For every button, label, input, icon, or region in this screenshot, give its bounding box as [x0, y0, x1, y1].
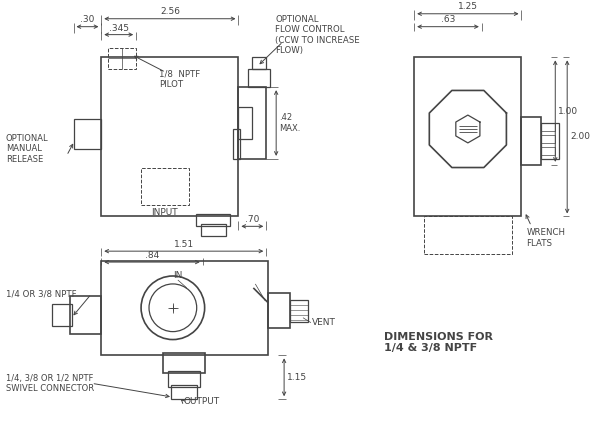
Bar — [424, 216, 512, 254]
Text: .63: .63 — [441, 15, 455, 24]
Text: 1.51: 1.51 — [174, 240, 194, 249]
Text: INPUT: INPUT — [152, 208, 178, 217]
Bar — [414, 57, 521, 216]
Bar — [253, 57, 266, 69]
Text: VENT: VENT — [312, 318, 336, 327]
Bar — [74, 119, 101, 149]
Bar — [108, 48, 136, 69]
Bar — [290, 300, 308, 322]
Bar — [168, 371, 200, 387]
Text: 1/4 OR 3/8 NPTF: 1/4 OR 3/8 NPTF — [6, 289, 77, 298]
Text: OUTPUT: OUTPUT — [184, 397, 220, 406]
Text: 1/8  NPTF
PILOT: 1/8 NPTF PILOT — [159, 70, 200, 89]
Text: 2.56: 2.56 — [160, 7, 180, 16]
Bar — [248, 69, 270, 87]
Text: .345: .345 — [109, 24, 129, 32]
Bar — [238, 107, 253, 139]
Text: DIMENSIONS FOR
1/4 & 3/8 NPTF: DIMENSIONS FOR 1/4 & 3/8 NPTF — [385, 332, 493, 353]
Bar — [101, 57, 238, 216]
Text: .84: .84 — [145, 251, 159, 260]
Bar — [521, 117, 541, 165]
Text: .42
MAX.: .42 MAX. — [279, 114, 301, 133]
Bar — [52, 304, 71, 326]
Bar — [200, 225, 226, 236]
Text: .30: .30 — [80, 15, 95, 24]
Bar — [268, 293, 290, 327]
Text: OPTIONAL
MANUAL
RELEASE: OPTIONAL MANUAL RELEASE — [6, 134, 49, 164]
Text: 1.00: 1.00 — [558, 107, 578, 116]
Text: .70: .70 — [245, 215, 260, 225]
Bar — [163, 354, 205, 373]
Bar — [196, 214, 230, 226]
Bar — [101, 261, 268, 355]
Bar — [541, 123, 559, 159]
Text: 1.15: 1.15 — [287, 373, 307, 382]
Bar — [141, 168, 189, 206]
Text: 2.00: 2.00 — [570, 133, 590, 141]
Bar — [541, 135, 555, 143]
Text: 1/4, 3/8 OR 1/2 NPTF
SWIVEL CONNECTOR: 1/4, 3/8 OR 1/2 NPTF SWIVEL CONNECTOR — [6, 373, 94, 393]
Bar — [70, 296, 101, 334]
Bar — [233, 129, 241, 159]
Bar — [541, 147, 555, 155]
Text: IN: IN — [173, 271, 182, 280]
Text: 1.25: 1.25 — [458, 2, 478, 11]
Text: WRENCH
FLATS: WRENCH FLATS — [526, 228, 565, 248]
Text: OPTIONAL
FLOW CONTROL
(CCW TO INCREASE
FLOW): OPTIONAL FLOW CONTROL (CCW TO INCREASE F… — [275, 15, 360, 55]
Bar — [171, 385, 197, 399]
Bar — [238, 87, 266, 159]
Bar — [541, 123, 555, 131]
